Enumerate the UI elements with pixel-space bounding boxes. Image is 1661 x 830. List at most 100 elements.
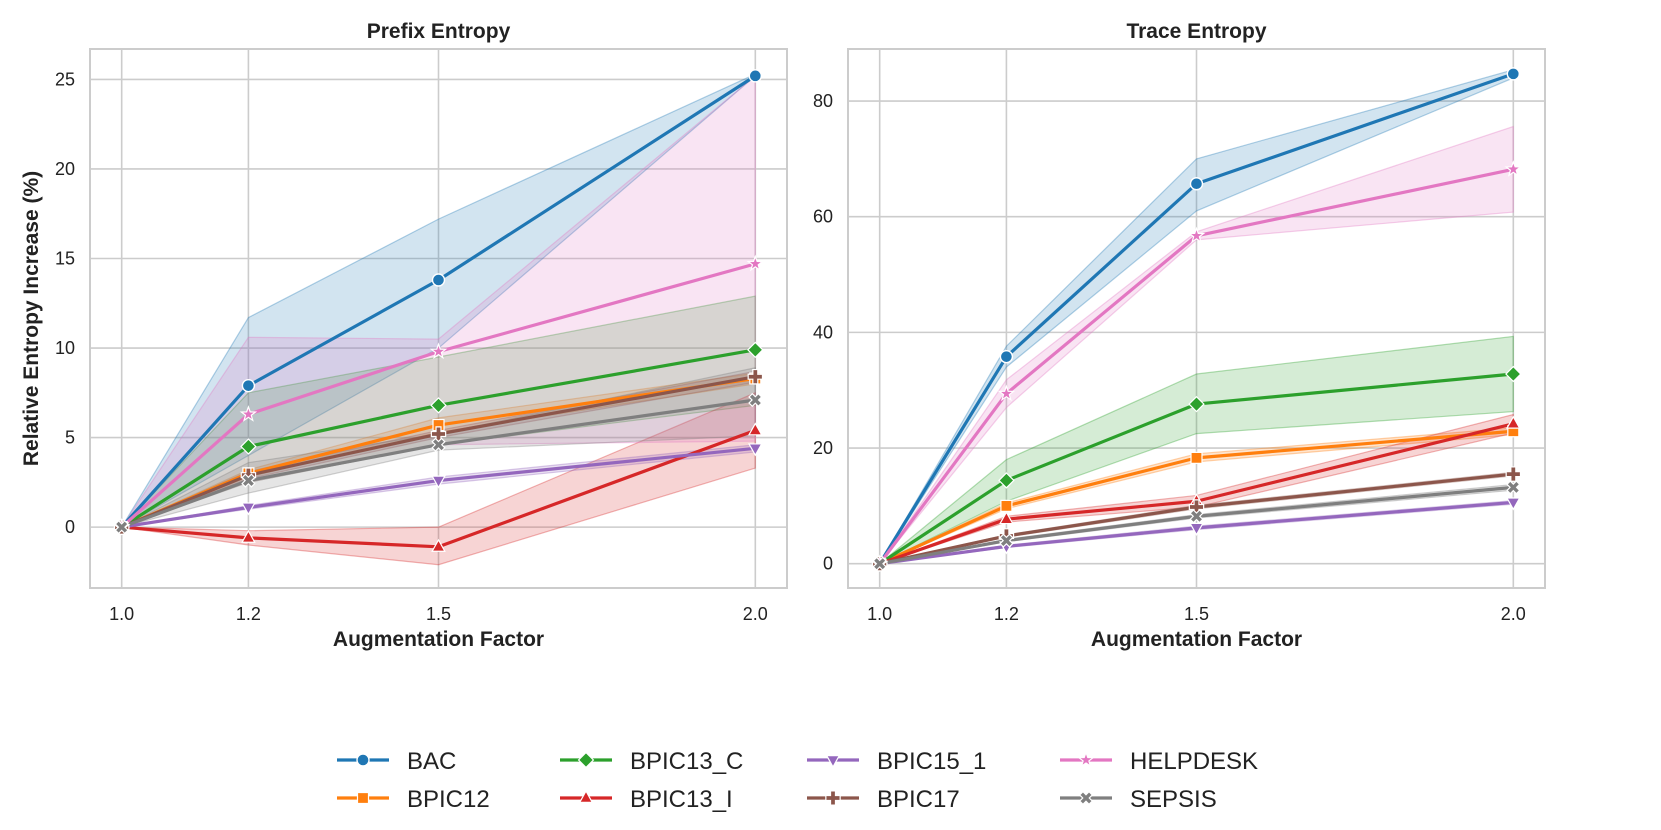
data-point-bpic17 bbox=[1505, 466, 1522, 482]
y-tick-label: 40 bbox=[813, 322, 833, 342]
series-line-sepsis bbox=[120, 398, 757, 529]
data-point-bac bbox=[241, 378, 256, 393]
data-point-sepsis bbox=[748, 392, 763, 408]
data-point-bpic13-i bbox=[1505, 415, 1521, 429]
data-point-bpic13-i bbox=[431, 538, 446, 552]
series-line-bpic17 bbox=[878, 472, 1515, 566]
series-line-bpic13-c bbox=[120, 348, 757, 529]
legend-item-bpic13-c: BPIC13_C bbox=[560, 748, 743, 775]
chart-panel-1: 1.0 1.2 1.5 2.0 0 5 10 15 20 25 Prefix Entropy Augm… bbox=[20, 20, 788, 651]
x-tick-label: 1.0 bbox=[867, 604, 892, 624]
x-tick-label: 2.0 bbox=[743, 604, 768, 624]
series-line-bpic12 bbox=[878, 429, 1515, 566]
plot-frame bbox=[847, 48, 1546, 589]
legend-marker-bac bbox=[356, 753, 370, 767]
data-point-bac bbox=[748, 69, 763, 83]
x-axis-label: Augmentation Factor bbox=[333, 628, 544, 651]
series-line-bpic13-c bbox=[878, 372, 1515, 566]
x-tick-label: 1.5 bbox=[1184, 604, 1209, 624]
data-point-bpic15-1 bbox=[747, 443, 763, 457]
data-point-bpic13-c bbox=[747, 341, 764, 359]
x-tick-label: 2.0 bbox=[1501, 604, 1526, 624]
legend-item-bac: BAC bbox=[337, 748, 456, 775]
legend-marker-bpic12 bbox=[356, 791, 370, 805]
legend: BAC BPIC12 BPIC13_C BPIC13_I BPIC15_1 BPIC17 H… bbox=[337, 748, 1258, 813]
data-point-sepsis bbox=[1189, 509, 1204, 524]
series-line-helpdesk bbox=[120, 262, 757, 529]
series-line-bpic15-1 bbox=[878, 500, 1515, 566]
data-point-sepsis bbox=[241, 473, 256, 488]
legend-item-bpic13-i: BPIC13_I bbox=[560, 786, 733, 813]
series-line-bac bbox=[120, 74, 757, 529]
data-point-bpic13-c bbox=[1505, 365, 1522, 383]
data-point-bpic13-c bbox=[998, 472, 1015, 489]
y-axis-label: Relative Entropy Increase (%) bbox=[20, 171, 43, 466]
y-tick-label: 10 bbox=[55, 338, 75, 358]
plot-frame bbox=[89, 48, 788, 589]
data-point-bpic13-i bbox=[747, 422, 763, 436]
data-point-bpic15-1 bbox=[241, 502, 256, 516]
legend-label: BPIC15_1 bbox=[877, 748, 986, 775]
data-point-bpic15-1 bbox=[1189, 522, 1204, 536]
series-line-sepsis bbox=[878, 485, 1515, 566]
data-point-bac bbox=[999, 349, 1014, 364]
data-point-helpdesk bbox=[429, 342, 448, 360]
legend-label: HELPDESK bbox=[1130, 748, 1258, 775]
legend-item-sepsis: SEPSIS bbox=[1060, 786, 1217, 813]
x-tick-label: 1.5 bbox=[426, 604, 451, 624]
series-line-bpic13-i bbox=[120, 428, 757, 549]
legend-item-bpic12: BPIC12 bbox=[337, 786, 490, 813]
legend-marker-helpdesk bbox=[1077, 750, 1095, 768]
y-tick-label: 60 bbox=[813, 207, 833, 227]
data-point-bpic15-1 bbox=[431, 475, 446, 489]
y-tick-label: 25 bbox=[55, 69, 75, 89]
chart-title: Trace Entropy bbox=[1126, 20, 1266, 43]
legend-item-bpic17: BPIC17 bbox=[807, 786, 960, 813]
legend-marker-bpic13-c bbox=[577, 751, 595, 769]
data-point-bpic15-1 bbox=[1505, 497, 1521, 511]
y-tick-label: 20 bbox=[813, 438, 833, 458]
legend-label: SEPSIS bbox=[1130, 786, 1217, 813]
data-point-sepsis bbox=[114, 519, 129, 535]
data-point-helpdesk bbox=[239, 405, 258, 422]
x-tick-label: 1.2 bbox=[994, 604, 1019, 624]
series-line-helpdesk bbox=[878, 167, 1515, 566]
x-tick-label: 1.0 bbox=[109, 604, 134, 624]
legend-marker-sepsis bbox=[1078, 790, 1094, 806]
data-point-bpic12 bbox=[1000, 499, 1013, 512]
legend-marker-bpic15-1 bbox=[825, 755, 841, 769]
series-line-bpic13-i bbox=[878, 422, 1515, 566]
data-point-helpdesk bbox=[746, 254, 765, 272]
y-tick-label: 20 bbox=[55, 159, 75, 179]
y-tick-label: 80 bbox=[813, 91, 833, 111]
data-point-bpic13-i bbox=[999, 511, 1014, 525]
data-point-sepsis bbox=[999, 533, 1014, 548]
data-point-sepsis bbox=[1506, 480, 1521, 495]
data-point-bac bbox=[1189, 177, 1204, 191]
legend-label: BPIC13_I bbox=[630, 786, 733, 813]
legend-marker-bpic13-i bbox=[578, 789, 594, 803]
data-point-bac bbox=[1506, 67, 1521, 81]
data-point-sepsis bbox=[431, 437, 446, 452]
legend-marker-bpic17 bbox=[825, 790, 841, 806]
legend-item-bpic15-1: BPIC15_1 bbox=[807, 748, 986, 775]
legend-label: BPIC13_C bbox=[630, 748, 743, 775]
data-point-sepsis bbox=[872, 556, 887, 571]
data-point-helpdesk bbox=[1187, 226, 1206, 244]
series-line-bpic15-1 bbox=[120, 446, 757, 529]
data-point-bac bbox=[431, 273, 446, 287]
legend-item-helpdesk: HELPDESK bbox=[1060, 748, 1258, 775]
x-tick-label: 1.2 bbox=[236, 604, 261, 624]
x-axis-label: Augmentation Factor bbox=[1091, 628, 1302, 651]
y-tick-label: 15 bbox=[55, 249, 75, 269]
data-point-helpdesk bbox=[1504, 160, 1523, 177]
data-point-bpic12 bbox=[1190, 451, 1203, 464]
data-point-bpic17 bbox=[747, 368, 764, 385]
series-line-bac bbox=[878, 72, 1515, 566]
data-point-helpdesk bbox=[997, 384, 1016, 402]
y-tick-label: 0 bbox=[823, 554, 833, 574]
y-tick-label: 5 bbox=[65, 428, 75, 448]
chart-title: Prefix Entropy bbox=[367, 20, 511, 43]
y-tick-label: 0 bbox=[65, 517, 75, 537]
